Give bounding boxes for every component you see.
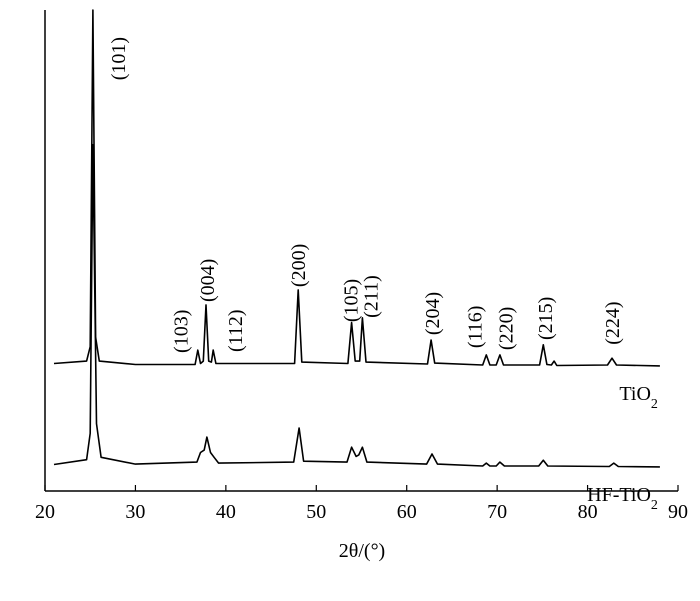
x-tick-label: 40: [216, 501, 236, 523]
xrd-trace: [53, 9, 660, 367]
peak-label: (116): [465, 306, 487, 349]
x-tick-label: 90: [668, 501, 688, 523]
x-axis-label: 2θ/(°): [339, 540, 385, 562]
peak-label: (105): [341, 279, 363, 322]
x-tick-label: 30: [125, 501, 145, 523]
xrd-trace: [53, 143, 660, 468]
peak-label: (200): [288, 244, 310, 287]
series-label: TiO2: [619, 383, 658, 412]
x-tick-label: 70: [487, 501, 507, 523]
peak-label: (112): [225, 309, 247, 352]
x-tick-label: 50: [306, 501, 326, 523]
peak-label: (220): [495, 307, 517, 350]
peak-label: (204): [422, 292, 444, 335]
series-label: HF-TiO2: [587, 484, 658, 513]
peak-label: (101): [108, 37, 130, 80]
peak-label: (103): [171, 310, 193, 353]
peak-label: (224): [602, 301, 624, 344]
peak-label: (004): [197, 259, 219, 302]
peak-label: (211): [361, 275, 383, 318]
x-tick-label: 20: [35, 501, 55, 523]
x-tick-label: 60: [397, 501, 417, 523]
x-tick-label: 80: [578, 501, 598, 523]
peak-label: (215): [535, 297, 557, 340]
